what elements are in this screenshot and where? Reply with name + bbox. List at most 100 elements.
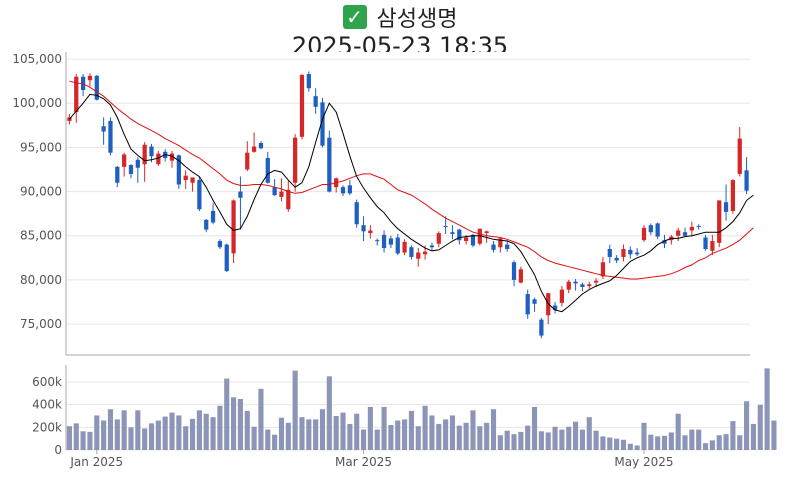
volume-bar [265, 429, 271, 450]
volume-bar [306, 419, 312, 450]
candle-up [436, 233, 441, 244]
candle-down [648, 225, 653, 233]
candle-down [320, 102, 325, 146]
candle-up [169, 153, 175, 161]
volume-bar [285, 422, 291, 450]
candle-down [258, 142, 264, 149]
volume-bar [367, 406, 373, 450]
volume-bar [135, 410, 141, 450]
volume-bar [169, 412, 175, 450]
candle-up [464, 237, 469, 242]
volume-bar [600, 436, 606, 450]
volume-bar [607, 437, 613, 450]
volume-bar [224, 378, 230, 450]
volume-bar [689, 429, 695, 450]
volume-bar [545, 432, 551, 450]
volume-bar [518, 431, 524, 450]
volume-bar [326, 376, 332, 450]
volume-bar [87, 431, 93, 450]
volume-bar [196, 410, 202, 450]
candle-up [231, 200, 236, 254]
candle-down [505, 244, 510, 249]
volume-bar [313, 419, 319, 450]
candle-up [689, 226, 694, 231]
candle-up [293, 137, 298, 183]
candle-down [429, 245, 435, 248]
volume-bar [764, 368, 770, 450]
candle-down [539, 319, 544, 336]
volume-bar [258, 388, 264, 450]
volume-bar [114, 419, 120, 450]
candle-down [217, 241, 223, 248]
volume-bar [183, 426, 189, 450]
candle-up [87, 75, 93, 81]
volume-bar [244, 410, 250, 450]
volume-bar [142, 428, 148, 450]
volume-bar [299, 417, 305, 450]
volume-bar [484, 422, 490, 450]
candle-up [710, 241, 715, 251]
candle-down [696, 226, 701, 228]
volume-bar [388, 425, 394, 450]
candle-down [265, 158, 270, 183]
volume-tick-label: 0 [54, 443, 62, 457]
volume-bar [395, 420, 401, 450]
volume-bar [579, 429, 585, 450]
candle-up [641, 227, 647, 241]
volume-bar [586, 417, 592, 450]
candle-down [511, 262, 517, 280]
candle-up [156, 153, 161, 165]
candle-down [224, 244, 229, 272]
volume-bar [463, 422, 469, 450]
volume-bar [449, 415, 456, 450]
price-tick-label: 105,000 [12, 52, 62, 66]
volume-bar [66, 426, 72, 450]
volume-bar [73, 423, 79, 450]
price-tick-label: 100,000 [12, 96, 62, 110]
candle-down [450, 232, 455, 234]
candle-down [176, 155, 181, 185]
volume-bar [231, 397, 237, 450]
volume-bar [176, 415, 182, 450]
candle-down [197, 180, 202, 210]
moving-average-long-line [69, 80, 754, 280]
candle-down [607, 248, 612, 257]
candle-down [470, 234, 476, 246]
candle-down [573, 281, 578, 284]
candle-down [340, 187, 346, 194]
candle-down [443, 226, 448, 228]
volume-bar [189, 418, 196, 450]
candle-down [204, 219, 209, 230]
volume-bar [436, 423, 442, 450]
price-tick-label: 90,000 [20, 185, 62, 199]
volume-bar [771, 420, 777, 450]
volume-bar [121, 410, 127, 450]
candle-down [395, 237, 400, 254]
volume-bar [573, 421, 579, 450]
candle-down [238, 191, 243, 198]
candle-down [744, 170, 749, 191]
volume-bar [682, 435, 688, 450]
volume-bar [203, 413, 209, 450]
volume-bar [709, 440, 715, 450]
title-row: ✓ 삼성생명 [0, 0, 800, 34]
volume-bar [278, 417, 285, 450]
chart-title: 삼성생명 [376, 7, 458, 32]
moving-average-short-line [69, 93, 754, 313]
volume-bar [80, 431, 86, 450]
volume-tick-label: 200k [32, 420, 62, 434]
volume-bar [333, 416, 339, 450]
candle-down [388, 238, 394, 245]
candle-down [409, 247, 414, 257]
candle-down [135, 159, 140, 168]
volume-bar [217, 405, 223, 450]
volume-bar [757, 404, 763, 450]
volume-bar [593, 430, 599, 450]
volume-bar [655, 436, 661, 450]
price-tick-label: 80,000 [20, 273, 62, 287]
check-mark-icon: ✓ [342, 5, 367, 29]
price-tick-label: 95,000 [20, 140, 62, 154]
volume-panel: 0 200k 400k 600k [32, 365, 777, 457]
volume-tick-label: 400k [32, 398, 62, 412]
